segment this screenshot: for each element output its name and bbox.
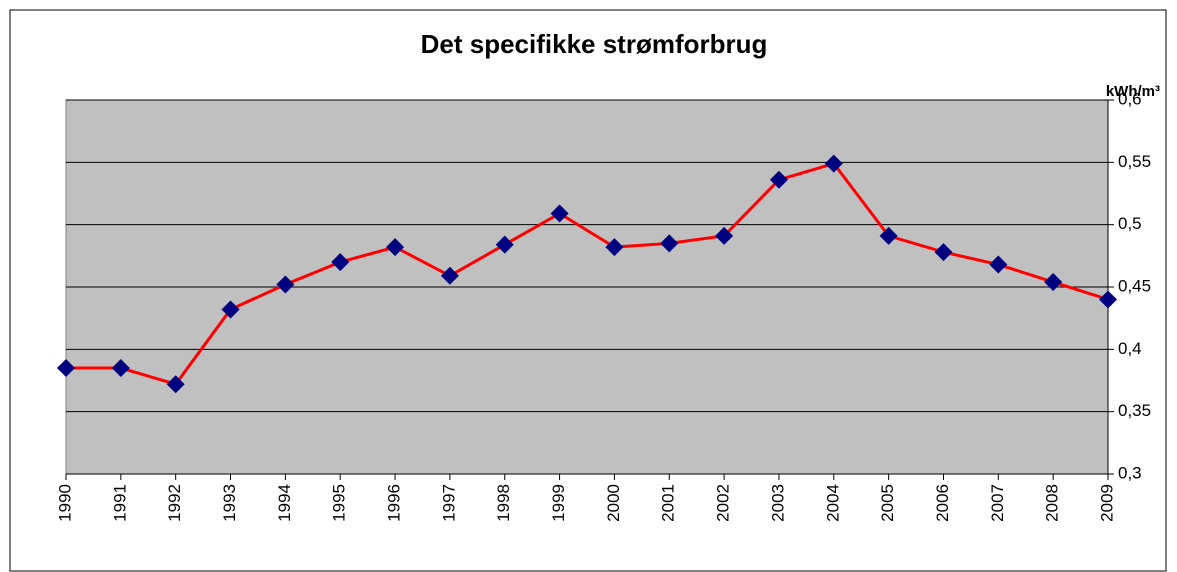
marker <box>276 275 295 294</box>
marker <box>331 253 350 272</box>
marker <box>111 359 130 378</box>
marker <box>166 375 185 394</box>
x-tick-label: 1993 <box>220 484 239 522</box>
x-tick-label: 2006 <box>933 484 952 522</box>
marker <box>605 238 624 257</box>
x-tick-label: 2007 <box>988 484 1007 522</box>
y-tick-label: 0,5 <box>1118 214 1142 233</box>
x-tick-label: 2002 <box>714 484 733 522</box>
y-tick-label: 0,45 <box>1118 276 1151 295</box>
x-tick-label: 2001 <box>659 484 678 522</box>
y-axis-label: kWh/m³ <box>1106 83 1160 100</box>
x-tick-label: 2004 <box>823 484 842 522</box>
marker <box>934 243 953 262</box>
x-tick-label: 1992 <box>165 484 184 522</box>
marker <box>715 226 734 245</box>
x-tick-label: 2009 <box>1097 484 1116 522</box>
marker <box>495 235 514 254</box>
y-tick-label: 0,6 <box>1118 89 1142 108</box>
marker <box>57 359 75 378</box>
x-tick-label: 1999 <box>549 484 568 522</box>
marker <box>879 226 898 245</box>
x-tick-label: 1996 <box>385 484 404 522</box>
x-tick-label: 1994 <box>275 484 294 522</box>
y-tick-label: 0,3 <box>1118 463 1142 482</box>
y-tick-label: 0,35 <box>1118 401 1151 420</box>
marker <box>1099 290 1117 309</box>
marker <box>386 238 405 257</box>
marker <box>440 266 459 285</box>
marker <box>550 204 569 223</box>
x-tick-label: 1991 <box>110 484 129 522</box>
x-tick-label: 1997 <box>439 484 458 522</box>
x-tick-label: 2003 <box>768 484 787 522</box>
y-tick-label: 0,4 <box>1118 339 1142 358</box>
chart-title: Det specifikke strømforbrug <box>421 29 768 59</box>
x-tick-label: 2008 <box>1043 484 1062 522</box>
x-tick-label: 1990 <box>55 484 74 522</box>
marker <box>1044 273 1063 292</box>
x-tick-label: 2000 <box>604 484 623 522</box>
line <box>66 161 1109 386</box>
x-tick-label: 2005 <box>878 484 897 522</box>
marker <box>769 170 788 189</box>
x-tick-label: 1995 <box>330 484 349 522</box>
marker <box>824 154 843 173</box>
marker <box>989 255 1008 274</box>
marker <box>660 234 679 253</box>
x-tick-label: 1998 <box>494 484 513 522</box>
y-tick-label: 0,55 <box>1118 152 1151 171</box>
marker <box>221 300 240 319</box>
